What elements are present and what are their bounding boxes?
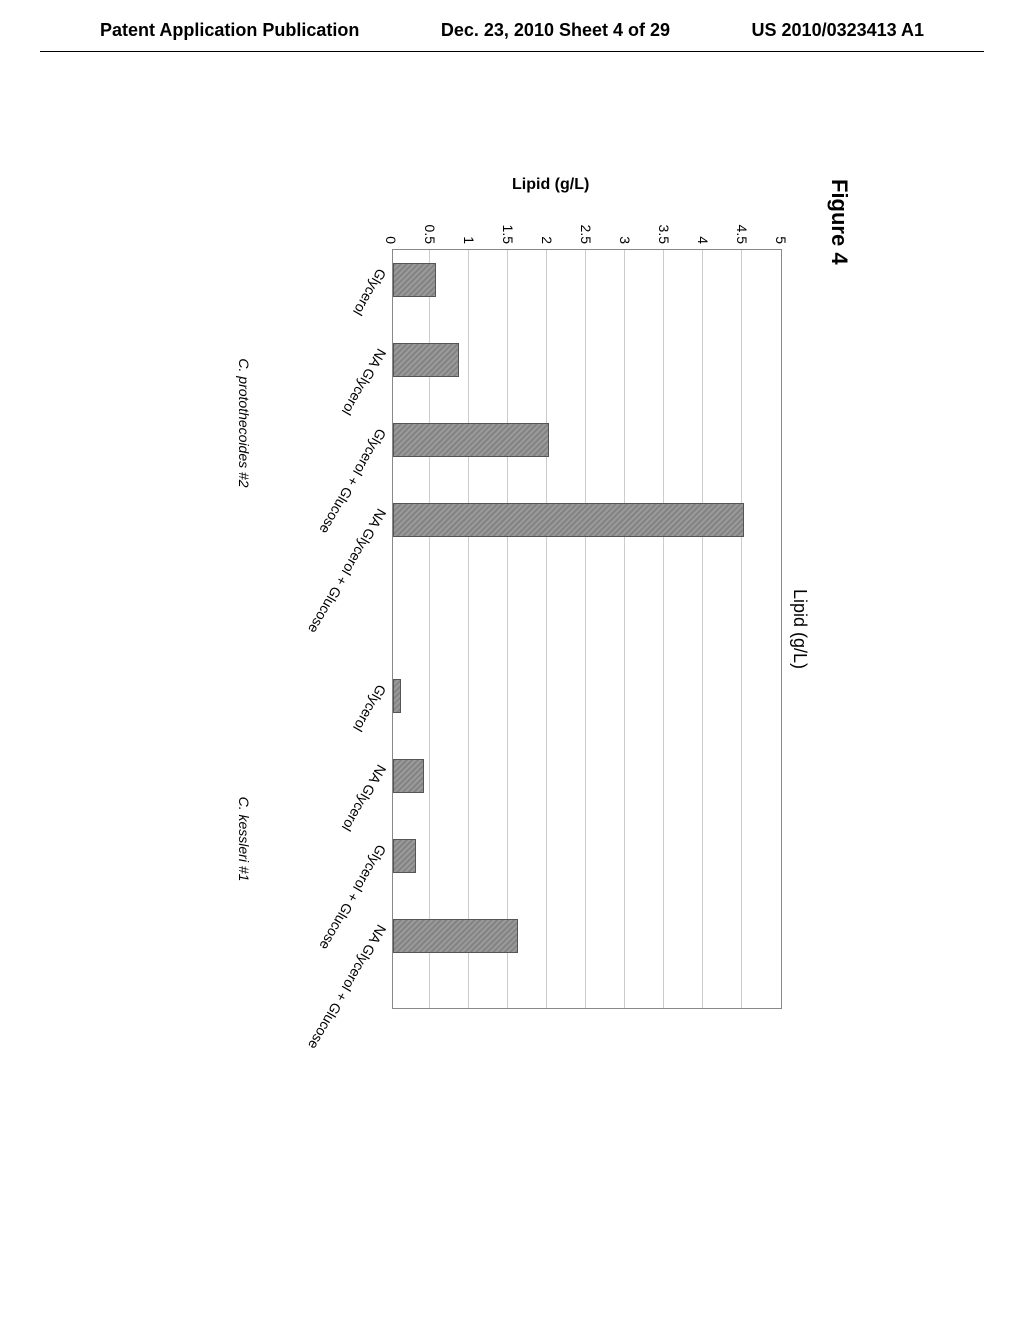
bar — [393, 839, 416, 873]
y-tick-label: 3 — [617, 204, 633, 250]
bar — [393, 263, 436, 297]
y-tick-label: 2.5 — [578, 204, 594, 250]
gridline — [468, 250, 469, 1008]
y-tick-label: 4.5 — [734, 204, 750, 250]
plot-area: 00.511.522.533.544.55GlycerolNA Glycerol… — [392, 249, 782, 1009]
x-tick-label: NA Glycerol — [339, 762, 393, 836]
y-tick-label: 5 — [773, 204, 789, 250]
bar — [393, 503, 744, 537]
header-center: Dec. 23, 2010 Sheet 4 of 29 — [441, 20, 670, 41]
x-tick-label: Glycerol — [350, 682, 393, 736]
header-left: Patent Application Publication — [100, 20, 359, 41]
figure-label: Figure 4 — [826, 179, 852, 265]
y-tick-label: 3.5 — [656, 204, 672, 250]
x-tick-label: NA Glycerol — [339, 346, 393, 420]
x-tick-label: Glycerol — [350, 266, 393, 320]
gridline — [624, 250, 625, 1008]
group-label: C. protothecoides #2 — [236, 323, 252, 523]
header-right: US 2010/0323413 A1 — [752, 20, 924, 41]
y-tick-label: 1 — [461, 204, 477, 250]
y-tick-label: 0.5 — [422, 204, 438, 250]
bar — [393, 759, 424, 793]
y-tick-label: 0 — [383, 204, 399, 250]
bar — [393, 679, 401, 713]
y-axis-title: Lipid (g/L) — [512, 176, 589, 194]
gridline — [546, 250, 547, 1008]
bar — [393, 423, 549, 457]
chart-container: Figure 4 Lipid (g/L) Lipid (g/L) 00.511.… — [202, 179, 822, 1079]
group-label: C. kessleri #1 — [236, 739, 252, 939]
y-tick-label: 1.5 — [500, 204, 516, 250]
gridline — [741, 250, 742, 1008]
bar — [393, 919, 518, 953]
bar — [393, 343, 459, 377]
page-header: Patent Application Publication Dec. 23, … — [40, 0, 984, 52]
y-tick-label: 4 — [695, 204, 711, 250]
chart-title: Lipid (g/L) — [789, 249, 810, 1009]
gridline — [702, 250, 703, 1008]
gridline — [663, 250, 664, 1008]
gridline — [507, 250, 508, 1008]
y-tick-label: 2 — [539, 204, 555, 250]
gridline — [585, 250, 586, 1008]
